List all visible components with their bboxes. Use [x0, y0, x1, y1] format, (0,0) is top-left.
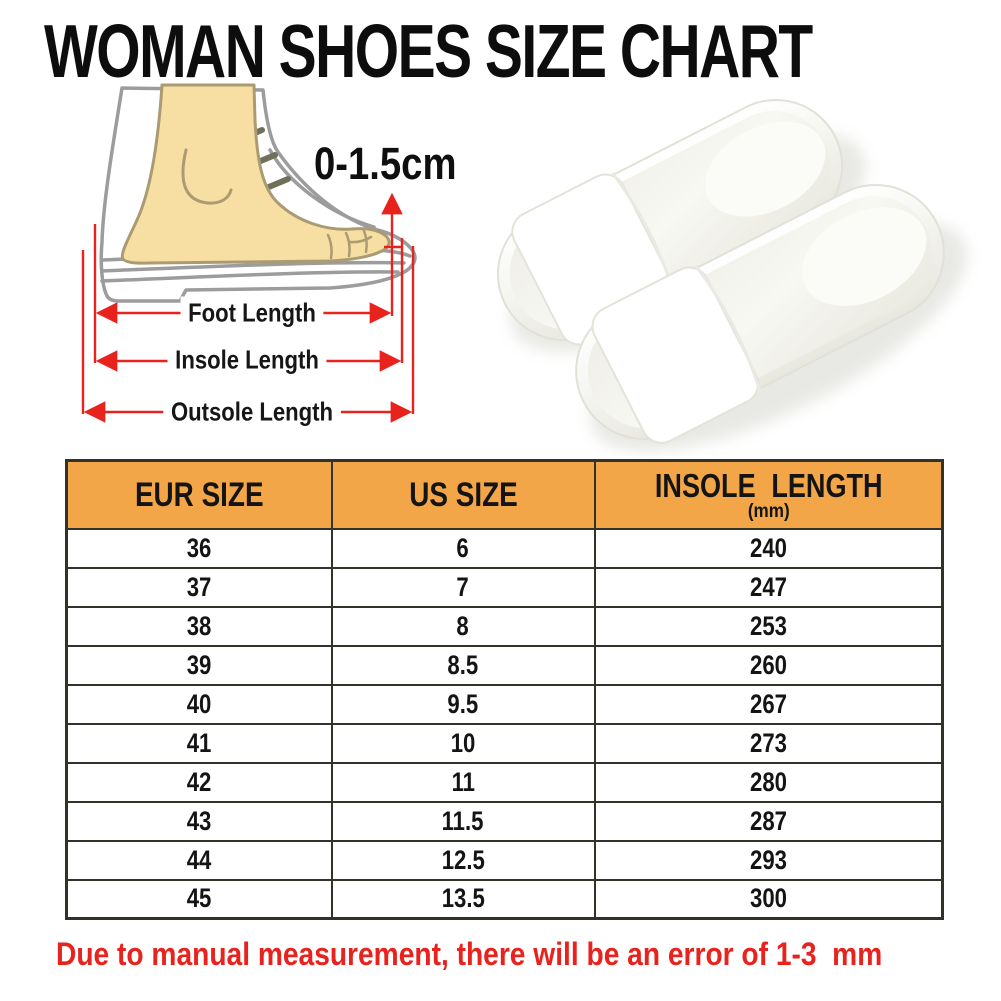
insole-unit-label: (mm)	[747, 500, 790, 522]
us-size-cell: 11	[330, 761, 596, 803]
col-header-eur-size: EUR SIZE	[65, 459, 333, 530]
insole-length-cell: 300	[593, 878, 944, 920]
toe-line	[362, 229, 368, 254]
sandal-left	[496, 98, 866, 352]
footbed-highlight	[802, 207, 927, 306]
foot-measurement-diagram	[81, 83, 417, 423]
us-size-cell: 7	[330, 566, 596, 608]
sandals-photo	[496, 98, 968, 452]
table-row: 38 8 253	[65, 605, 944, 647]
insole-length-cell: 260	[593, 644, 944, 686]
us-size-cell: 9.5	[330, 683, 596, 725]
insole-length-cell: 247	[593, 566, 944, 608]
sandal-strap	[591, 266, 760, 444]
eur-size-cell: 36	[65, 527, 333, 569]
table-row: 41 10 273	[65, 722, 944, 764]
eur-size-cell: 39	[65, 644, 333, 686]
table-row: 39 8.5 260	[65, 644, 944, 686]
outsole-length-label: Outsole Length	[148, 395, 357, 429]
insole-length-cell: 273	[593, 722, 944, 764]
ankle-line	[181, 148, 233, 205]
toe-allowance-label: 0-1.5cm	[314, 138, 457, 189]
strap-edge	[694, 265, 762, 392]
eur-size-cell: 42	[65, 761, 333, 803]
us-size-cell: 8.5	[330, 644, 596, 686]
foot-shape	[120, 83, 391, 265]
foot-body	[120, 83, 391, 265]
eur-size-cell: 37	[65, 566, 333, 608]
us-size-cell: 12.5	[330, 839, 596, 881]
insole-length-cell: 240	[593, 527, 944, 569]
table-row: 37 7 247	[65, 566, 944, 608]
measurement-disclaimer: Due to manual measurement, there will be…	[56, 936, 883, 972]
us-size-cell: 10	[330, 722, 596, 764]
insole-length-cell: 253	[593, 605, 944, 647]
table-row: 40 9.5 267	[65, 683, 944, 725]
sandal-right	[575, 183, 968, 452]
toe-line	[344, 231, 351, 258]
insole-length-cell: 280	[593, 761, 944, 803]
eur-size-cell: 38	[65, 605, 333, 647]
table-row: 44 12.5 293	[65, 839, 944, 881]
table-row: 45 13.5 300	[65, 878, 944, 920]
foot-length-label: Foot Length	[168, 296, 336, 330]
page-title-text: WOMAN SHOES SIZE CHART	[44, 9, 813, 93]
toe-line	[326, 233, 333, 260]
table-header-row: EUR SIZE US SIZE INSOLE LENGTH (mm)	[65, 459, 944, 530]
table-row: 43 11.5 287	[65, 800, 944, 842]
us-size-cell: 8	[330, 605, 596, 647]
eur-size-cell: 41	[65, 722, 333, 764]
table-row: 42 11 280	[65, 761, 944, 803]
table-row: 36 6 240	[65, 527, 944, 569]
insole-length-cell: 267	[593, 683, 944, 725]
insole-length-cell: 293	[593, 839, 944, 881]
col-header-insole-length: INSOLE LENGTH (mm)	[593, 459, 944, 530]
collar-seam	[268, 148, 376, 229]
sole-seam	[100, 260, 406, 273]
us-size-cell: 11.5	[330, 800, 596, 842]
eur-size-cell: 43	[65, 800, 333, 842]
footbed-highlight	[705, 121, 826, 217]
size-table: EUR SIZE US SIZE INSOLE LENGTH (mm) 36 6…	[65, 459, 944, 920]
us-size-cell: 6	[330, 527, 596, 569]
sole-seam	[100, 270, 400, 283]
eur-size-cell: 40	[65, 683, 333, 725]
insole-length-label: Insole Length	[154, 343, 341, 377]
toe-line	[348, 235, 373, 244]
eur-size-cell: 45	[65, 878, 333, 920]
page-title: WOMAN SHOES SIZE CHART	[44, 8, 1001, 94]
us-size-cell: 13.5	[330, 878, 596, 920]
insole-length-cell: 287	[593, 800, 944, 842]
col-header-us-size: US SIZE	[330, 459, 596, 530]
eur-size-cell: 44	[65, 839, 333, 881]
